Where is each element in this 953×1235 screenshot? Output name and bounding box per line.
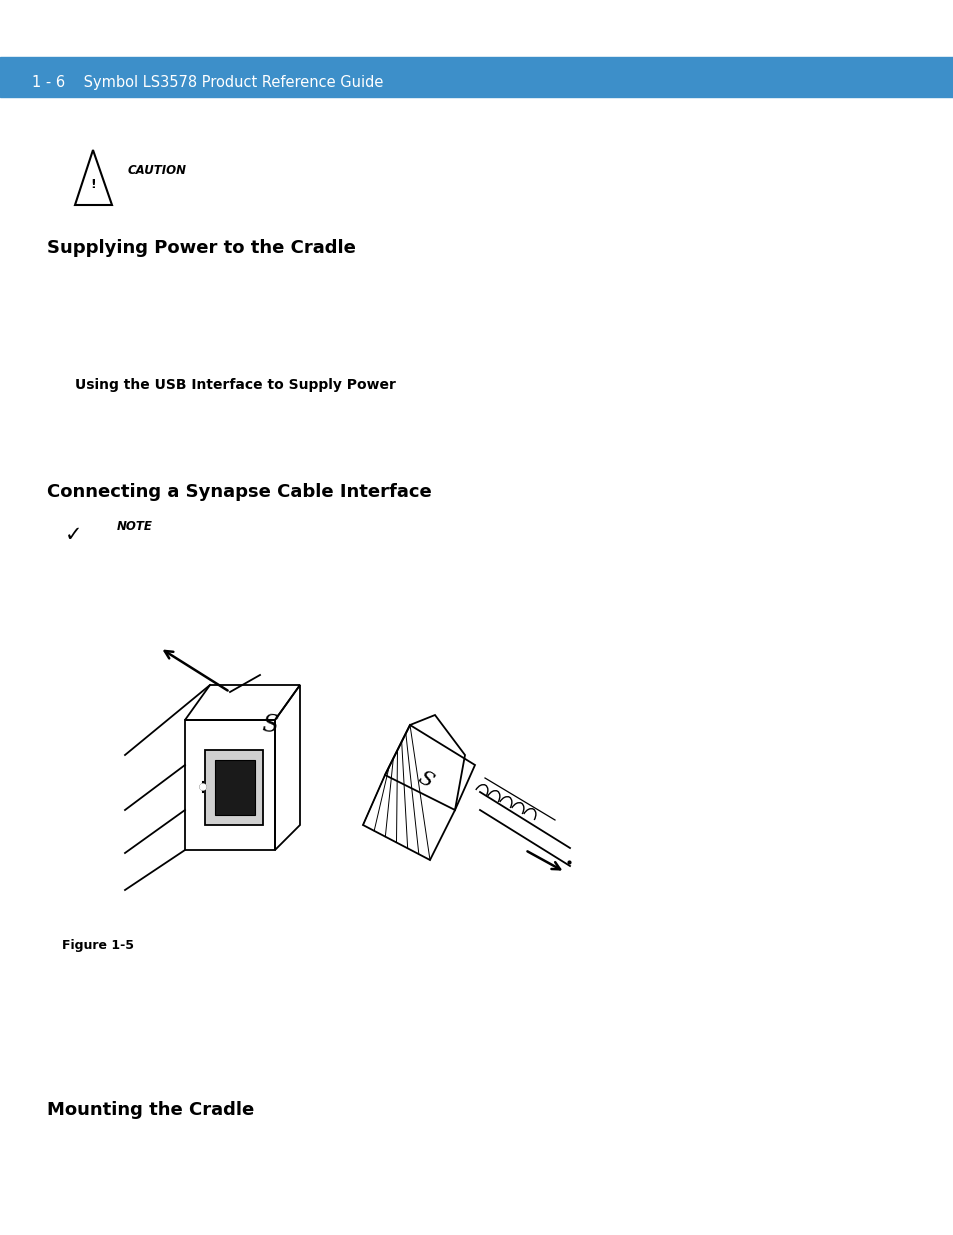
Text: Supplying Power to the Cradle: Supplying Power to the Cradle [47,240,355,257]
Polygon shape [205,750,263,825]
Text: NOTE: NOTE [117,520,152,534]
Circle shape [200,784,206,790]
Text: S: S [414,768,436,792]
Text: Using the USB Interface to Supply Power: Using the USB Interface to Supply Power [75,378,395,391]
Bar [0,57,953,98]
Text: Figure 1-5: Figure 1-5 [62,939,133,951]
Text: !: ! [90,179,95,191]
Text: ✓: ✓ [65,525,83,545]
Text: S: S [261,713,278,737]
Text: Mounting the Cradle: Mounting the Cradle [47,1100,254,1119]
Text: CAUTION: CAUTION [128,163,187,177]
Text: Connecting a Synapse Cable Interface: Connecting a Synapse Cable Interface [47,483,432,501]
Polygon shape [214,760,254,815]
Text: 1 - 6    Symbol LS3578 Product Reference Guide: 1 - 6 Symbol LS3578 Product Reference Gu… [32,74,383,89]
